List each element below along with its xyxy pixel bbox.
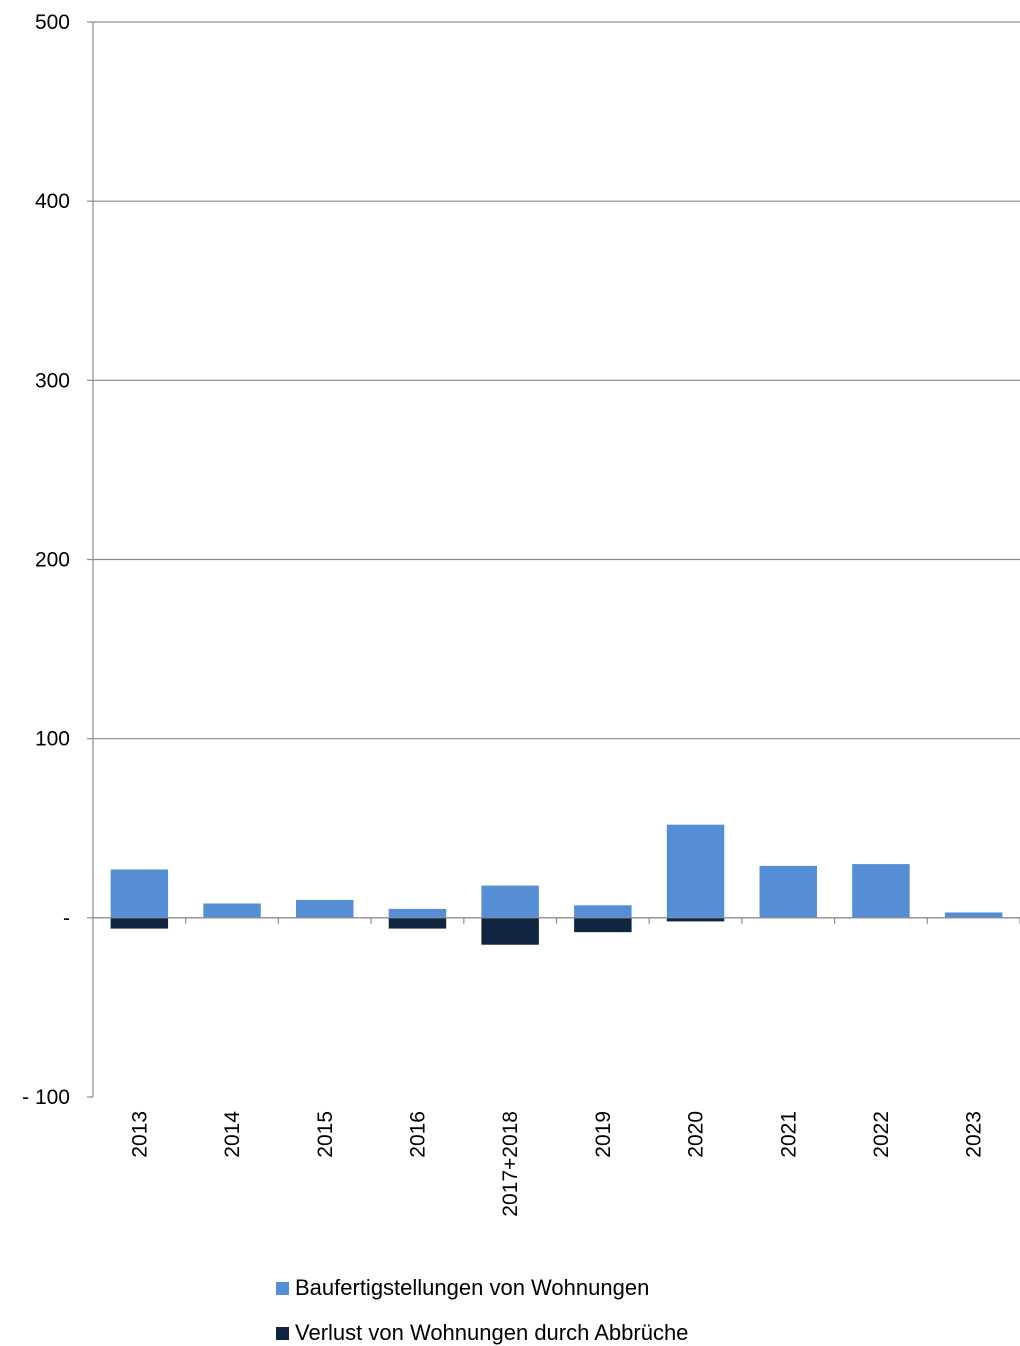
y-tick-label: - (63, 907, 70, 930)
bar-baufertigstellungen (110, 869, 169, 918)
bar-baufertigstellungen (203, 903, 261, 918)
bar-verlust (574, 917, 632, 933)
x-tick-label: 2017+2018 (499, 1111, 522, 1217)
x-tick-label: 2023 (963, 1111, 986, 1158)
x-tick-label: 2022 (870, 1111, 893, 1158)
bar-baufertigstellungen (759, 865, 817, 918)
y-tick-label: 500 (35, 11, 70, 34)
y-tick-label: 200 (35, 549, 70, 572)
x-tick-label: 2014 (221, 1111, 244, 1158)
bar-baufertigstellungen (296, 899, 354, 918)
x-tick-label: 2021 (777, 1111, 800, 1158)
y-tick-label: 100 (35, 728, 70, 751)
x-tick-label: 2019 (592, 1111, 615, 1158)
x-tick-label: 2013 (128, 1111, 151, 1158)
y-tick-label: 400 (35, 190, 70, 213)
bar-chart: 500 400 300 200 100 - - 100 2013 2014 2015 2016 201… (22, 11, 1020, 1217)
x-tick-label: 2016 (406, 1111, 429, 1158)
bar-baufertigstellungen (944, 912, 1003, 918)
bar-baufertigstellungen (852, 864, 910, 918)
bar-verlust (110, 917, 169, 929)
bar-verlust (481, 917, 539, 945)
legend-item-baufertigstellungen: Baufertigstellungen von Wohnungen (276, 1275, 649, 1301)
x-tick-label: 2020 (685, 1111, 708, 1158)
bar-baufertigstellungen (574, 905, 632, 918)
legend-item-verlust: Verlust von Wohnungen durch Abbrüche (276, 1320, 688, 1346)
bar-verlust (388, 917, 447, 929)
y-tick-label: - 100 (22, 1086, 70, 1109)
bar-verlust (666, 917, 725, 922)
bar-baufertigstellungen (666, 824, 725, 918)
bar-baufertigstellungen (481, 885, 539, 918)
legend-swatch-baufertigstellungen (276, 1281, 289, 1295)
bar-baufertigstellungen (388, 908, 447, 918)
y-tick-label: 300 (35, 369, 70, 392)
x-tick-label: 2015 (314, 1111, 337, 1158)
legend-swatch-verlust (276, 1326, 289, 1340)
legend-label-verlust: Verlust von Wohnungen durch Abbrüche (295, 1320, 689, 1345)
legend-label-baufertigstellungen: Baufertigstellungen von Wohnungen (295, 1275, 650, 1300)
